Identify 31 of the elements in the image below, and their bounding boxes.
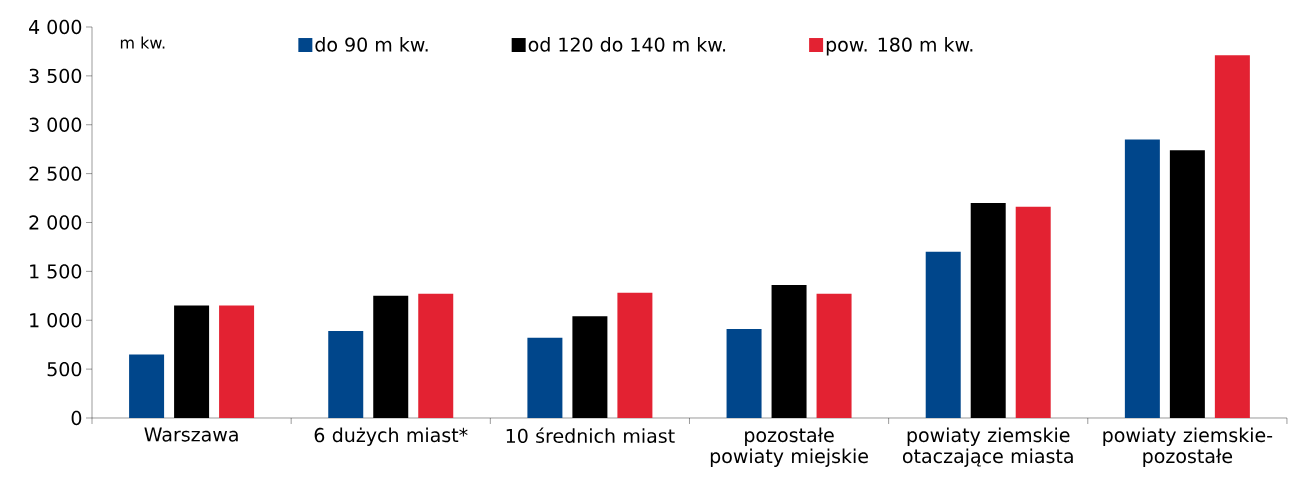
bar xyxy=(418,293,454,418)
bar xyxy=(129,354,165,418)
bar xyxy=(1214,55,1250,418)
y-tick-label: 2 000 xyxy=(29,215,82,230)
bar xyxy=(1124,139,1160,418)
legend-label: pow. 180 m kw. xyxy=(826,37,973,56)
legend-label: od 120 do 140 m kw. xyxy=(528,37,726,52)
y-tick-label: 1 500 xyxy=(30,264,82,279)
y-tick-label: 0 xyxy=(71,410,82,426)
bar xyxy=(617,292,653,418)
bar xyxy=(1015,206,1051,418)
y-tick-label: 500 xyxy=(47,361,82,377)
y-tick-label: 1 000 xyxy=(30,313,82,328)
legend-label: do 90 m kw. xyxy=(315,37,428,52)
x-tick-label: pozostałe powiaty miejskie xyxy=(710,427,868,467)
x-tick-label: powiaty ziemskie-pozostałe xyxy=(1103,427,1273,467)
x-tick-label: powiaty ziemskie otaczające miasta xyxy=(902,427,1073,467)
x-tick-label: 10 średnich miast xyxy=(506,427,675,444)
bar xyxy=(726,329,762,418)
y-tick-label: 4 000 xyxy=(29,19,82,35)
bar xyxy=(816,293,852,418)
x-tick-label: Warszawa xyxy=(144,427,238,442)
y-tick-label: 2 500 xyxy=(29,166,82,181)
y-tick-label: 3 500 xyxy=(29,68,82,84)
y-tick-label: 3 000 xyxy=(29,117,82,132)
bar xyxy=(328,330,364,418)
bar xyxy=(527,337,563,418)
x-tick-label: 6 dużych miast* xyxy=(314,427,468,446)
bar xyxy=(219,305,255,418)
bar xyxy=(925,251,961,418)
y-axis-title: m kw. xyxy=(120,36,165,49)
